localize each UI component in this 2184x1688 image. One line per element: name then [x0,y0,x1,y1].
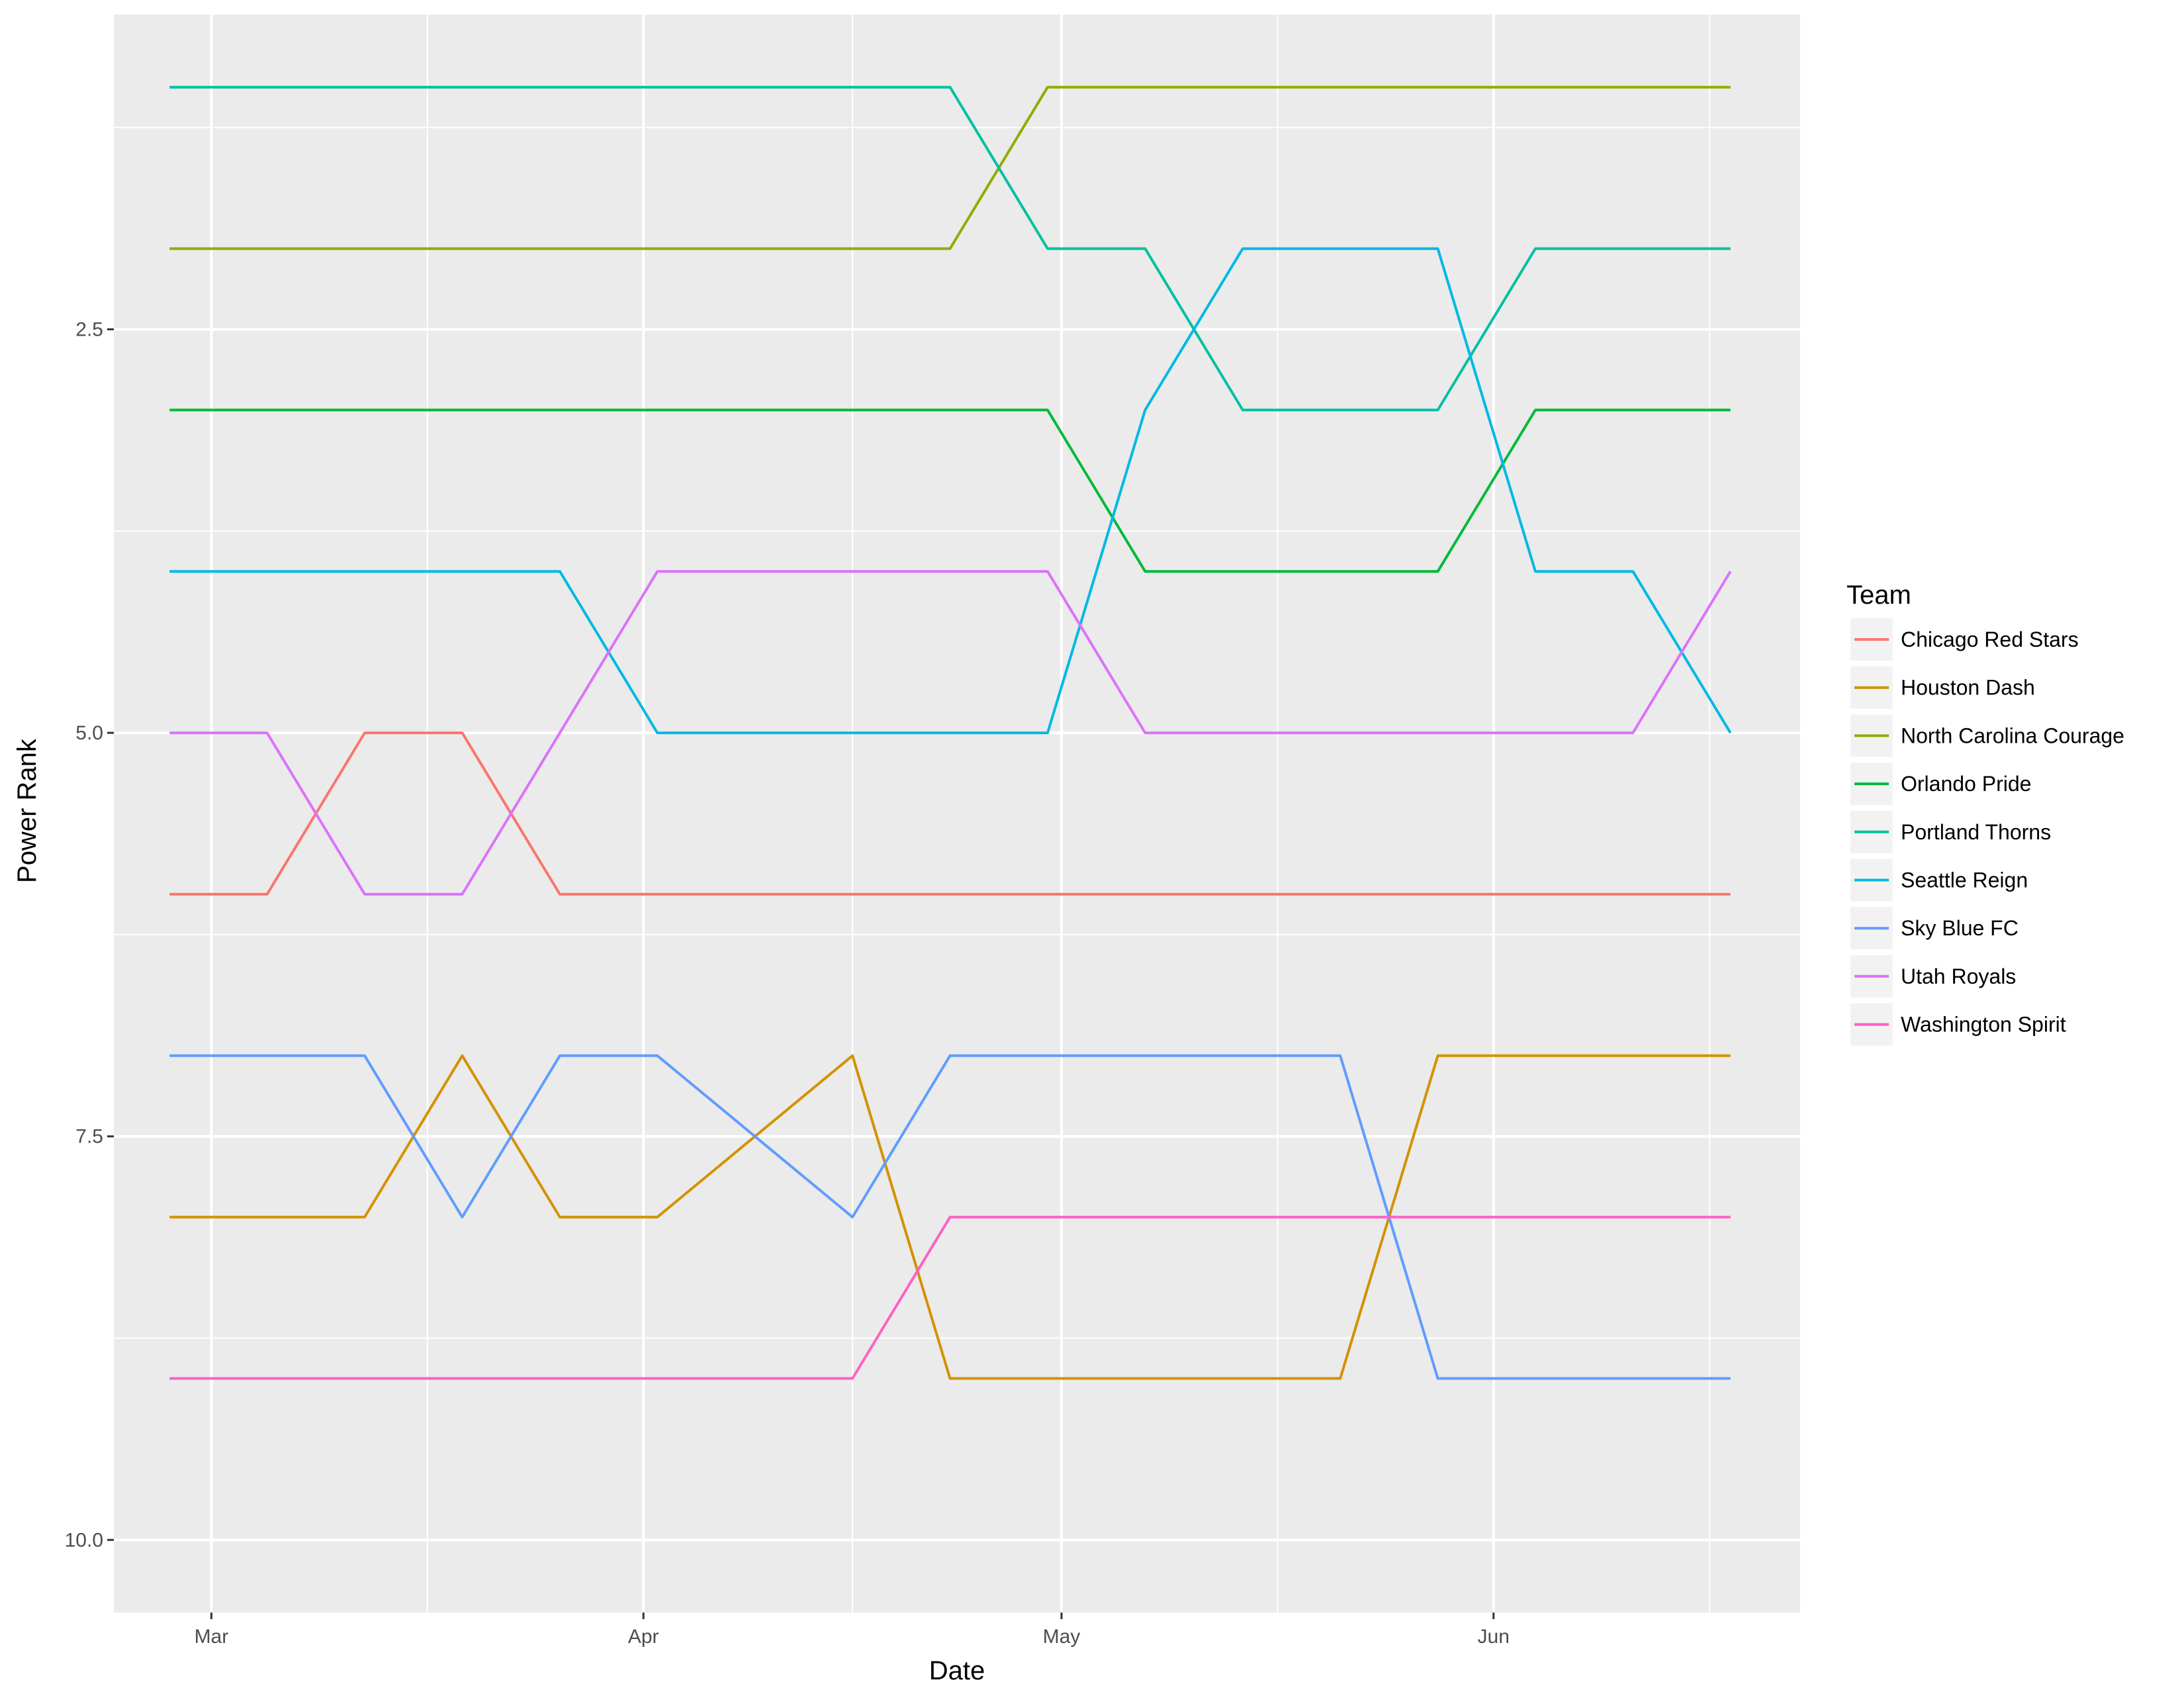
y-tick-label: 7.5 [75,1126,103,1148]
legend-label: Orlando Pride [1901,772,2031,796]
x-tick-label: Apr [628,1626,659,1648]
x-axis-title: Date [929,1656,985,1685]
x-tick-label: Jun [1478,1626,1510,1648]
series-line-utah-royals [169,570,1732,896]
legend-label: Portland Thorns [1901,820,2051,844]
series-line-sky-blue-fc [169,1054,1731,1380]
legend-label: Washington Spirit [1901,1013,2066,1037]
series-line-north-carolina-courage [169,85,1731,250]
y-axis-title: Power Rank [13,738,42,883]
y-tick-label: 10.0 [65,1529,103,1551]
legend: Team Chicago Red Stars Houston Dash North … [1846,581,2124,1046]
legend-label: Sky Blue FC [1901,916,2019,940]
x-tick-label: Mar [195,1626,229,1648]
series-line-houston-dash [169,1054,1731,1380]
legend-label: North Carolina Courage [1901,724,2124,747]
series-line-washington-spirit [169,1215,1731,1380]
legend-label: Chicago Red Stars [1901,628,2079,651]
x-axis: Mar Apr May Jun [195,1613,1510,1648]
legend-label: Houston Dash [1901,676,2035,700]
legend-title: Team [1846,581,1911,610]
legend-label: Utah Royals [1901,964,2016,988]
y-tick-label: 2.5 [75,318,103,340]
series-line-seattle-reign [169,247,1732,735]
series-line-orlando-pride [169,408,1731,573]
x-tick-label: May [1043,1626,1081,1648]
series-lines [169,85,1732,1380]
y-axis: 2.5 5.0 7.5 10.0 [65,318,114,1551]
panel-background [114,15,1800,1613]
y-tick-label: 5.0 [75,722,103,744]
legend-label: Seattle Reign [1901,868,2028,892]
series-line-chicago-red-stars [169,731,1731,896]
minor-gridlines [114,15,1800,1613]
